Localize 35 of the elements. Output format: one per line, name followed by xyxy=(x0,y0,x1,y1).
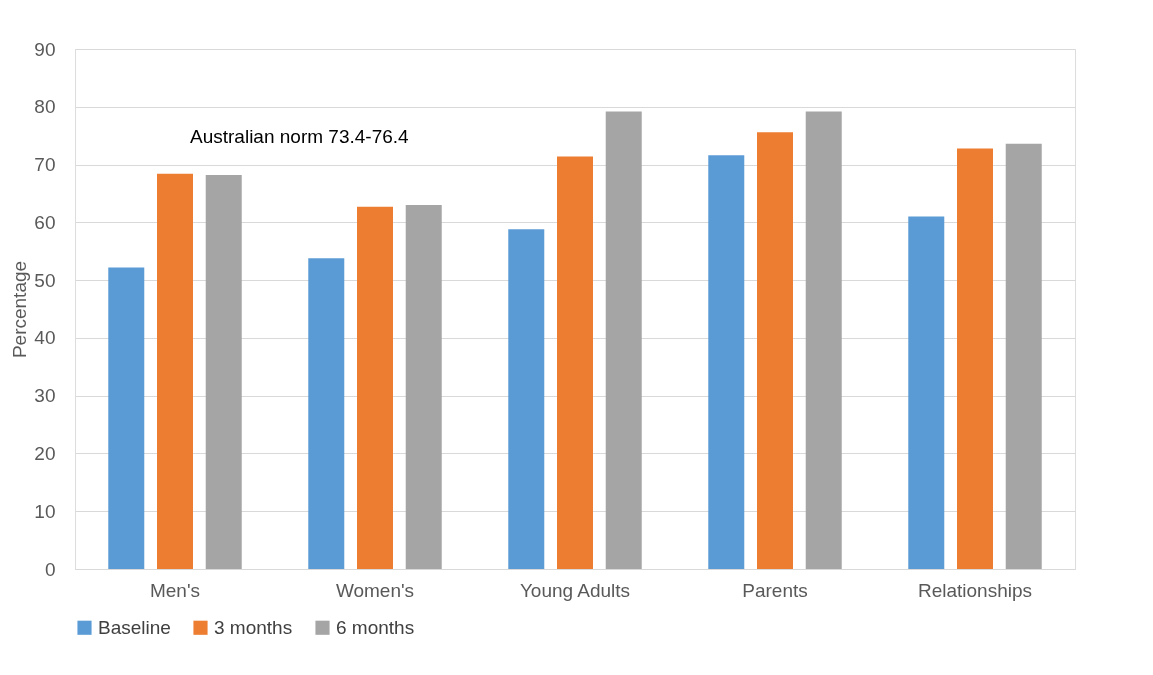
bar xyxy=(108,267,145,569)
y-tick-label: 90 xyxy=(34,38,56,60)
x-tick-label: Relationships xyxy=(917,579,1033,601)
y-tick-label: 0 xyxy=(44,558,56,580)
bar xyxy=(805,111,842,569)
bar xyxy=(957,148,993,569)
bar xyxy=(1005,143,1042,569)
y-tick-label: 30 xyxy=(34,385,56,407)
x-tick-label: Men's xyxy=(149,579,201,601)
bar xyxy=(357,206,393,569)
legend-label: Baseline xyxy=(98,616,171,638)
bar xyxy=(157,173,193,569)
bar xyxy=(557,156,593,569)
bar xyxy=(757,132,793,569)
y-tick-label: 10 xyxy=(34,500,56,522)
x-tick-label: Parents xyxy=(742,579,808,601)
y-tick-label: 40 xyxy=(34,327,56,349)
y-tick-label: 70 xyxy=(34,154,56,176)
bar xyxy=(205,174,242,569)
bar xyxy=(405,205,442,569)
legend-label: 3 months xyxy=(214,616,293,638)
bar xyxy=(708,155,745,569)
y-tick-label: 80 xyxy=(34,96,56,118)
bar xyxy=(508,229,545,569)
y-tick-label: 50 xyxy=(34,269,56,291)
legend-label: 6 months xyxy=(336,616,415,638)
y-axis-title: Percentage xyxy=(9,260,31,359)
bar xyxy=(908,216,945,569)
bar xyxy=(605,111,642,569)
bar xyxy=(308,258,345,569)
y-tick-label: 20 xyxy=(34,442,56,464)
annotation: Australian norm 73.4-76.4 xyxy=(190,126,410,147)
x-tick-label: Women's xyxy=(335,579,415,601)
y-tick-label: 60 xyxy=(34,211,56,233)
x-tick-label: Young Adults xyxy=(519,579,631,601)
